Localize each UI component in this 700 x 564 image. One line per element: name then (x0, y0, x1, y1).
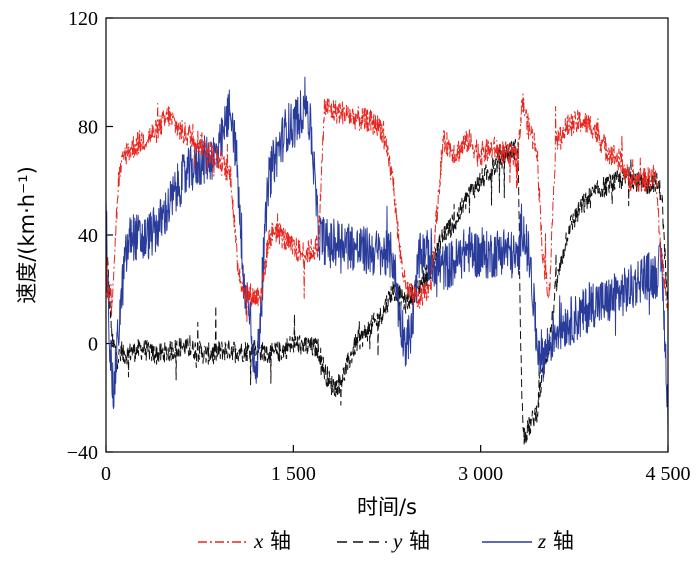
series-line-y (105, 139, 669, 445)
y-axis-label: 速度/(km·h⁻¹) (15, 166, 39, 304)
legend-label-y: y 轴 (391, 529, 430, 553)
x-axis-label: 时间/s (357, 495, 417, 519)
x-tick-label: 1 500 (271, 463, 316, 485)
y-tick-label: −40 (67, 442, 98, 464)
series-line-x (105, 93, 669, 323)
y-tick-label: 40 (78, 225, 98, 247)
legend-label-z: z 轴 (537, 529, 574, 553)
y-tick-label: 120 (68, 8, 98, 30)
x-tick-label: 0 (101, 463, 111, 485)
y-tick-label: 80 (78, 117, 98, 139)
plot-frame (105, 17, 669, 453)
series-line-z (105, 76, 669, 436)
y-tick-label: 0 (88, 334, 98, 356)
x-tick-label: 3 000 (458, 463, 503, 485)
legend-label-x: x 轴 (253, 529, 291, 553)
x-tick-label: 4 500 (646, 463, 691, 485)
series-lines (105, 76, 669, 445)
